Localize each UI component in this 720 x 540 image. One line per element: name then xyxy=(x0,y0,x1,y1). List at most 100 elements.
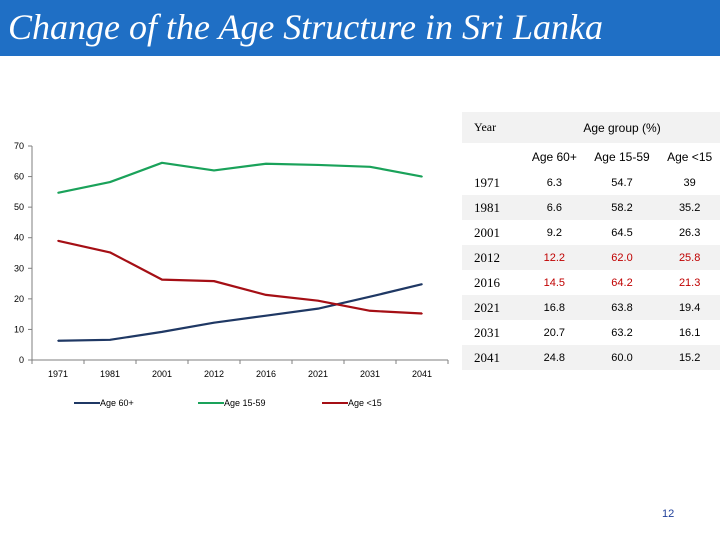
table-cell-value: 20.7 xyxy=(543,326,566,339)
table-cell-value: 9.2 xyxy=(546,226,562,239)
data-point xyxy=(109,181,111,183)
table-cell-value: 21.3 xyxy=(678,276,701,289)
series-line-0 xyxy=(57,283,423,342)
table-cell-value: 12.2 xyxy=(524,245,585,270)
table-cell-value: 25.8 xyxy=(659,245,720,270)
data-point xyxy=(369,295,371,298)
table-cell-value: 39 xyxy=(683,176,696,189)
table-row: 2012 12.2 62.0 25.8 xyxy=(462,245,720,270)
data-point xyxy=(265,314,267,317)
chart-legend: Age 60+ Age 15-59 Age <15 xyxy=(74,398,382,408)
table-row: 2031 20.7 63.2 16.1 xyxy=(462,320,720,345)
table-cell-value: 60.0 xyxy=(584,345,660,370)
table-cell-value: 19.4 xyxy=(659,295,720,320)
table-cell-year: 1971 xyxy=(474,174,500,190)
table-cell-year: 2001 xyxy=(474,224,500,240)
data-point xyxy=(161,331,163,333)
year-header: Year xyxy=(462,112,524,143)
table-row: 2016 14.5 64.2 21.3 xyxy=(462,270,720,295)
x-tick-label: 2031 xyxy=(360,369,380,379)
table-cell-value: 54.7 xyxy=(611,176,633,189)
data-point xyxy=(369,309,371,312)
chart-series-lines xyxy=(57,161,423,342)
data-point xyxy=(421,283,423,285)
data-point xyxy=(57,339,59,342)
data-point xyxy=(213,280,215,282)
table-row: 2041 24.8 60.0 15.2 xyxy=(462,345,720,370)
table-row: 1971 6.3 54.7 39 xyxy=(462,170,720,195)
x-tick-label: 2001 xyxy=(152,369,172,379)
data-point xyxy=(213,169,215,172)
data-point xyxy=(317,299,319,302)
y-tick-label: 0 xyxy=(19,355,24,365)
data-point xyxy=(109,339,111,341)
x-axis-ticks: 1971 1981 2001 2012 2016 2021 2031 2041 xyxy=(31,360,449,379)
x-tick-label: 1981 xyxy=(100,369,120,379)
table-cell-value: 6.3 xyxy=(546,176,562,189)
table-row: 2001 9.2 64.5 26.3 xyxy=(462,220,720,245)
table-cell-value: 58.2 xyxy=(584,195,660,220)
x-tick-label: 2012 xyxy=(204,369,224,379)
table-cell-year: 2021 xyxy=(462,295,524,320)
table-cell-value: 63.8 xyxy=(584,295,660,320)
y-tick-label: 40 xyxy=(14,233,24,243)
table-cell-value: 63.2 xyxy=(611,326,633,339)
data-point xyxy=(57,239,59,242)
table-row: 1981 6.6 58.2 35.2 xyxy=(462,195,720,220)
data-point xyxy=(369,165,371,168)
table-cell-value: 24.8 xyxy=(524,345,585,370)
y-tick-label: 50 xyxy=(14,202,24,212)
title-bar: Change of the Age Structure in Sri Lanka xyxy=(0,0,720,56)
age-group-header: Age group (%) xyxy=(524,112,720,143)
empty-header-cell xyxy=(462,143,524,170)
legend-label: Age 15-59 xyxy=(224,398,266,408)
data-point xyxy=(213,321,215,324)
y-tick-label: 60 xyxy=(14,172,24,182)
column-header-age-60-plus: Age 60+ xyxy=(531,149,577,164)
y-tick-label: 10 xyxy=(14,324,24,334)
table-cell-year: 1981 xyxy=(462,195,524,220)
legend-label: Age <15 xyxy=(348,398,382,408)
data-point xyxy=(265,294,267,296)
data-point xyxy=(109,251,111,254)
data-point xyxy=(317,164,319,166)
data-point xyxy=(161,162,163,164)
data-point xyxy=(421,175,423,178)
data-point xyxy=(421,312,423,315)
legend-label: Age 60+ xyxy=(100,398,134,408)
slide-title: Change of the Age Structure in Sri Lanka xyxy=(8,7,603,47)
y-tick-label: 70 xyxy=(14,141,24,151)
x-tick-label: 2021 xyxy=(308,369,328,379)
y-tick-label: 20 xyxy=(14,294,24,304)
table-cell-value: 6.6 xyxy=(524,195,585,220)
data-point xyxy=(57,191,59,194)
table-cell-value: 14.5 xyxy=(543,276,566,289)
data-point xyxy=(265,162,267,165)
column-header-age-15-59: Age 15-59 xyxy=(594,149,650,164)
table-cell-value: 16.1 xyxy=(678,326,701,339)
page-number: 12 xyxy=(662,508,675,520)
series-line-1 xyxy=(57,161,423,194)
table-cell-year: 2012 xyxy=(462,245,524,270)
table-cell-value: 64.5 xyxy=(611,226,633,239)
x-tick-label: 1971 xyxy=(48,369,68,379)
column-header-age-under-15: Age <15 xyxy=(667,149,713,164)
chart-axes xyxy=(31,146,448,361)
table-cell-value: 15.2 xyxy=(659,345,720,370)
data-point xyxy=(161,278,163,281)
table-cell-year: 2041 xyxy=(462,345,524,370)
table-cell-value: 64.2 xyxy=(611,276,633,289)
y-tick-label: 30 xyxy=(14,263,24,273)
table-row: 2021 16.8 63.8 19.4 xyxy=(462,295,720,320)
table-subheader-row: Age 60+ Age 15-59 Age <15 xyxy=(462,143,720,170)
table-header-row: Year Age group (%) xyxy=(462,112,720,143)
series-line-2 xyxy=(57,239,423,315)
table-cell-value: 35.2 xyxy=(659,195,720,220)
x-tick-label: 2041 xyxy=(412,369,432,379)
table-cell-value: 62.0 xyxy=(584,245,660,270)
table-cell-year: 2016 xyxy=(474,274,500,290)
table-cell-year: 2031 xyxy=(474,324,500,340)
table-cell-value: 26.3 xyxy=(678,226,701,239)
age-group-table: Year Age group (%) Age 60+ Age 15-59 Age… xyxy=(462,112,720,370)
y-axis-ticks: 0 10 20 30 40 50 60 70 xyxy=(14,141,32,365)
